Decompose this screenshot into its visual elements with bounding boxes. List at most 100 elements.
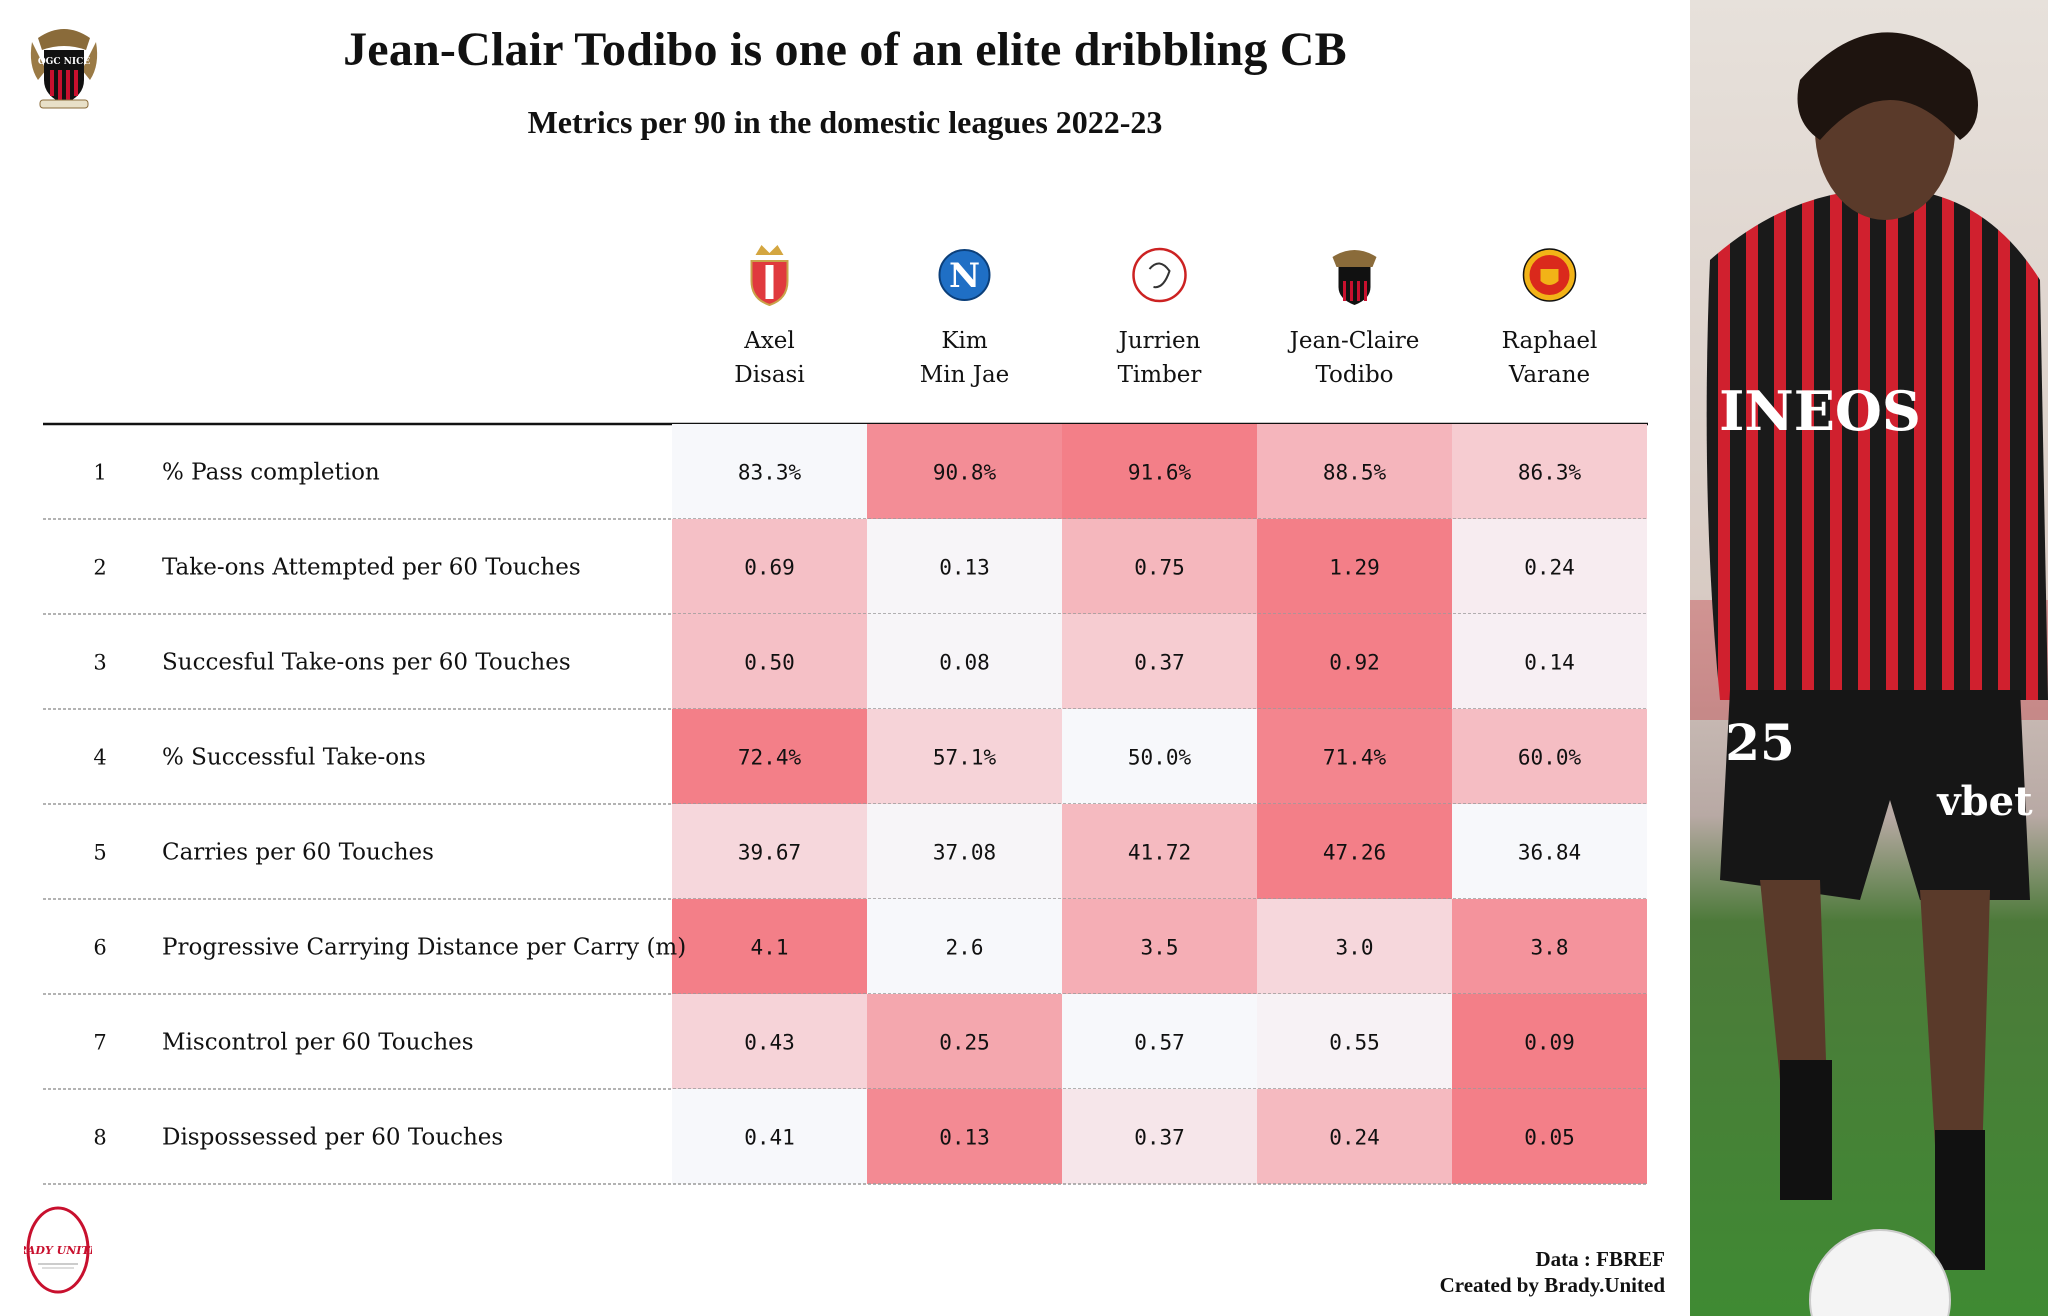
heat-cell: [1257, 709, 1452, 804]
heat-cell: [1257, 994, 1452, 1089]
player-last-name: Disasi: [734, 362, 804, 388]
table-row: 0.69 0.13 0.75 1.29 0.24 2 Take-ons Attempted …: [43, 519, 1648, 615]
cell-value: 60.0%: [1518, 746, 1582, 770]
stats-table: Axel Disasi N Kim Min Jae Jurrien Timber Jean-C…: [43, 245, 1648, 1185]
cell-value: 3.5: [1141, 936, 1179, 960]
metric-rows: 83.3% 90.8% 91.6% 88.5% 86.3% 1 % Pass complet…: [43, 424, 1648, 1185]
bottom-logo-text: BRADY UNITED: [24, 1244, 92, 1257]
heat-cell: [672, 1089, 867, 1184]
cell-value: 39.67: [738, 841, 801, 865]
row-rank: 8: [93, 1126, 106, 1150]
heat-cell: [867, 614, 1062, 709]
row-rank: 4: [93, 746, 106, 770]
heat-cell: [867, 804, 1062, 899]
table-row: 72.4% 57.1% 50.0% 71.4% 60.0% 4 % Successful T…: [43, 709, 1648, 805]
cell-value: 0.24: [1524, 556, 1575, 580]
top-logo-text: OGC NICE: [38, 57, 90, 67]
cell-value: 86.3%: [1518, 461, 1582, 485]
heat-cell: [1062, 614, 1257, 709]
heat-cell: [1062, 804, 1257, 899]
cell-value: 0.57: [1134, 1031, 1185, 1055]
heat-cell: [672, 614, 867, 709]
heat-cell: [672, 709, 867, 804]
heat-cell: [867, 519, 1062, 614]
heat-cell: [1452, 899, 1647, 994]
shirt-sponsor-text: INEOS: [1719, 379, 1921, 443]
footer-source: Data : FBREF: [1535, 1247, 1666, 1271]
table-row: 4.1 2.6 3.5 3.0 3.8 6 Progressive Carrying Dis…: [43, 899, 1648, 995]
cell-value: 0.25: [939, 1031, 990, 1055]
cell-value: 0.69: [744, 556, 795, 580]
svg-text:N: N: [949, 256, 980, 296]
shorts-sponsor-text: vbet: [1936, 778, 2033, 825]
player-headers: Axel Disasi N Kim Min Jae Jurrien Timber Jean-C…: [734, 245, 1597, 388]
heat-cell: [1062, 519, 1257, 614]
row-rank: 2: [93, 556, 106, 580]
page-title: Jean-Clair Todibo is one of an elite dri…: [343, 23, 1347, 76]
cell-value: 37.08: [933, 841, 996, 865]
cell-value: 47.26: [1323, 841, 1386, 865]
row-rank: 1: [93, 461, 106, 485]
heat-cell: [867, 994, 1062, 1089]
heat-cell: [1257, 614, 1452, 709]
cell-value: 71.4%: [1323, 746, 1387, 770]
heat-cell: [1452, 614, 1647, 709]
player-first-name: Kim: [941, 328, 988, 354]
manchester-united-crest-icon: [1522, 248, 1577, 302]
footer: Data : FBREF Created by Brady.United: [1440, 1246, 1665, 1298]
table-row: 0.50 0.08 0.37 0.92 0.14 3 Succesful Take-ons …: [43, 614, 1648, 710]
cell-value: 3.8: [1531, 936, 1569, 960]
player-photo: INEOS 25 vbet: [1690, 0, 2048, 1316]
shirt-number-text: 25: [1725, 713, 1795, 772]
heat-cell: [1257, 424, 1452, 519]
page-subtitle: Metrics per 90 in the domestic leagues 2…: [527, 104, 1163, 140]
metric-label: Succesful Take-ons per 60 Touches: [162, 650, 571, 676]
player-first-name: Jurrien: [1117, 328, 1201, 354]
table-row: 0.41 0.13 0.37 0.24 0.05 8 Dispossessed per 60…: [43, 1089, 1648, 1185]
cell-value: 2.6: [946, 936, 984, 960]
cell-value: 0.50: [744, 651, 795, 675]
player-first-name: Jean-Claire: [1288, 328, 1420, 354]
player-last-name: Todibo: [1315, 362, 1393, 388]
heat-cell: [1062, 709, 1257, 804]
heat-cell: [1452, 519, 1647, 614]
heat-cell: [1257, 899, 1452, 994]
ogc-nice-crest-icon: OGC NICE: [30, 29, 98, 109]
heat-cell: [1062, 994, 1257, 1089]
heat-cell: [867, 1089, 1062, 1184]
table-row: 39.67 37.08 41.72 47.26 36.84 5 Carries per 60…: [43, 804, 1648, 900]
metric-label: % Pass completion: [162, 460, 380, 486]
metric-label: % Successful Take-ons: [162, 745, 426, 771]
cell-value: 0.37: [1134, 651, 1185, 675]
cell-value: 0.37: [1134, 1126, 1185, 1150]
cell-value: 0.41: [744, 1126, 795, 1150]
cell-value: 0.92: [1329, 651, 1380, 675]
row-rank: 5: [93, 841, 106, 865]
heat-cell: [1452, 994, 1647, 1089]
heat-cell: [1062, 899, 1257, 994]
cell-value: 72.4%: [738, 746, 802, 770]
heat-cell: [1452, 709, 1647, 804]
cell-value: 0.13: [939, 1126, 990, 1150]
napoli-crest-icon: N: [938, 249, 991, 301]
cell-value: 88.5%: [1323, 461, 1387, 485]
metric-label: Miscontrol per 60 Touches: [162, 1030, 474, 1056]
heat-cell: [867, 899, 1062, 994]
player-first-name: Raphael: [1502, 328, 1598, 354]
cell-value: 1.29: [1329, 556, 1380, 580]
heat-cell: [867, 424, 1062, 519]
heat-cell: [1452, 804, 1647, 899]
cell-value: 0.05: [1524, 1126, 1575, 1150]
cell-value: 0.13: [939, 556, 990, 580]
cell-value: 3.0: [1336, 936, 1374, 960]
player-last-name: Min Jae: [920, 362, 1010, 388]
cell-value: 0.75: [1134, 556, 1185, 580]
heat-cell: [1257, 1089, 1452, 1184]
heat-cell: [1452, 424, 1647, 519]
row-rank: 7: [93, 1031, 106, 1055]
cell-value: 90.8%: [933, 461, 997, 485]
player-last-name: Varane: [1508, 362, 1590, 388]
cell-value: 36.84: [1518, 841, 1581, 865]
cell-value: 50.0%: [1128, 746, 1192, 770]
table-row: 0.43 0.25 0.57 0.55 0.09 7 Miscontrol per 60 T…: [43, 994, 1648, 1090]
